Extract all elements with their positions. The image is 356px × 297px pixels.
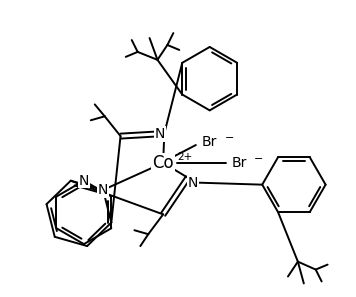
Text: −: −	[225, 133, 234, 143]
Text: Br: Br	[202, 135, 218, 149]
Text: Br: Br	[232, 156, 247, 170]
Text: Co: Co	[152, 154, 174, 172]
Text: N: N	[98, 183, 108, 197]
Text: N: N	[79, 174, 89, 188]
Text: N: N	[188, 176, 198, 190]
Text: −: −	[254, 154, 264, 164]
Text: 2+: 2+	[177, 152, 192, 162]
Text: N: N	[155, 127, 165, 141]
